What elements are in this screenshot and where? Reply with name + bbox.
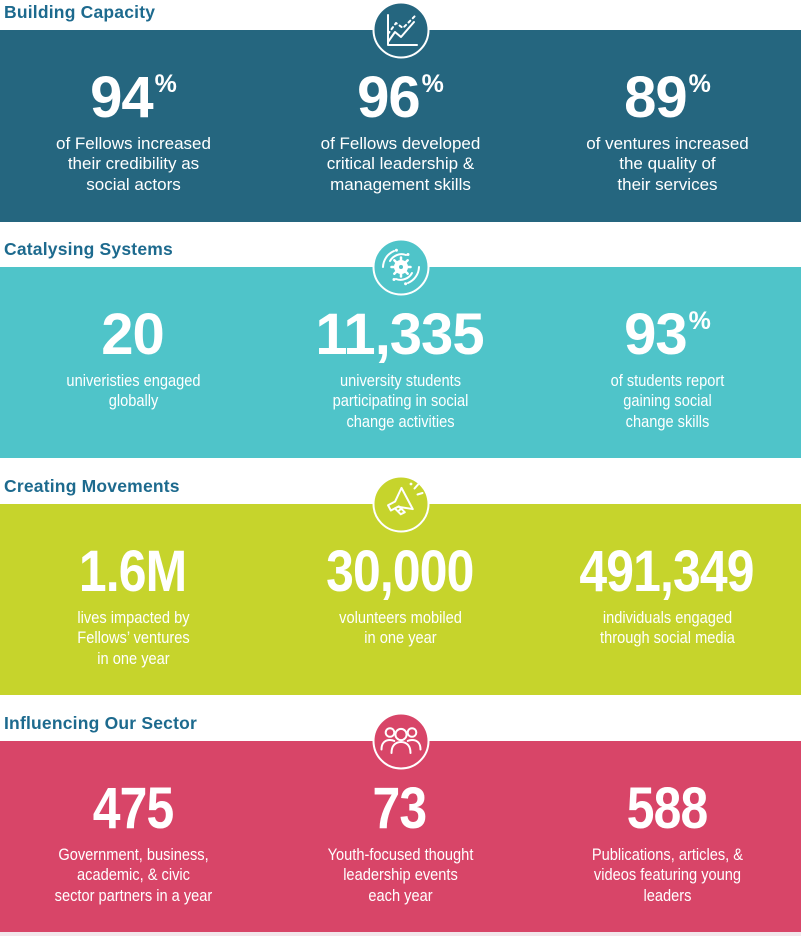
stat-number: 11,335 [315, 302, 484, 367]
stat-value: 20 [0, 306, 267, 364]
stat-suffix: % [688, 307, 711, 335]
stat-number: 96 [357, 65, 421, 130]
people-group-icon [372, 712, 430, 770]
stat-value: 11,335 [267, 306, 534, 364]
line-chart-icon [372, 1, 430, 59]
stat-value: 30,000 [267, 543, 534, 601]
stat-number: 94 [90, 65, 154, 130]
stat: 89% of ventures increased the quality of… [534, 69, 801, 195]
stat-value: 89% [534, 69, 801, 127]
section-catalysing-systems: Catalysing Systems [0, 222, 801, 458]
systems-gear-icon [372, 238, 430, 296]
stat: 73 Youth-focused thought leadership even… [267, 780, 534, 906]
stat-label: of students report gaining social change… [610, 371, 725, 431]
stat-label: of Fellows increased their credibility a… [56, 134, 211, 194]
section-header: Influencing Our Sector [0, 695, 801, 741]
stat-label: volunteers mobiled in one year [339, 608, 462, 648]
stat-label: univeristies engaged globally [66, 371, 201, 411]
stat-value: 491,349 [534, 543, 801, 601]
stat-label: Government, business, academic, & civic … [54, 845, 213, 905]
stat-value: 475 [0, 780, 267, 838]
stat-label: of Fellows developed critical leadership… [320, 134, 481, 194]
stat-number: 73 [372, 776, 428, 841]
section-header: Building Capacity [0, 0, 801, 30]
stat-label: lives impacted by Fellows’ ventures in o… [77, 608, 190, 668]
section-title: Building Capacity [4, 2, 156, 22]
stats-row: 94% of Fellows increased their credibili… [0, 30, 801, 195]
stat: 475 Government, business, academic, & ci… [0, 780, 267, 906]
stat-number: 93 [624, 302, 688, 367]
stats-row: 1.6M lives impacted by Fellows’ ventures… [0, 504, 801, 669]
section-title: Catalysing Systems [4, 239, 173, 259]
stat-label: university students participating in soc… [332, 371, 469, 431]
stat-value: 93% [534, 306, 801, 364]
footer-strip [0, 932, 801, 936]
stat: 96% of Fellows developed critical leader… [267, 69, 534, 195]
stat-value: 73 [267, 780, 534, 838]
stat-label: individuals engaged through social media [599, 608, 735, 648]
stat-number: 20 [101, 302, 165, 367]
stat: 93% of students report gaining social ch… [534, 306, 801, 432]
section-title: Influencing Our Sector [4, 713, 198, 733]
section-band: 94% of Fellows increased their credibili… [0, 1, 801, 222]
stat: 11,335 university students participating… [267, 306, 534, 432]
stat-value: 1.6M [0, 543, 267, 601]
stat-suffix: % [154, 70, 177, 98]
stat: 20 univeristies engaged globally [0, 306, 267, 432]
stat: 588 Publications, articles, & videos fea… [534, 780, 801, 906]
stat-value: 588 [534, 780, 801, 838]
stats-row: 20 univeristies engaged globally 11,335 … [0, 267, 801, 432]
stat-number: 588 [626, 776, 708, 841]
stat-number: 475 [92, 776, 174, 841]
stats-row: 475 Government, business, academic, & ci… [0, 741, 801, 906]
section-title: Creating Movements [4, 476, 180, 496]
section-band: 1.6M lives impacted by Fellows’ ventures… [0, 475, 801, 695]
section-band: 475 Government, business, academic, & ci… [0, 712, 801, 932]
megaphone-icon [372, 475, 430, 533]
stat: 94% of Fellows increased their credibili… [0, 69, 267, 195]
stat: 30,000 volunteers mobiled in one year [267, 543, 534, 669]
stat-suffix: % [421, 70, 444, 98]
stat-label: of ventures increased the quality of the… [586, 134, 749, 194]
stat-suffix: % [688, 70, 711, 98]
stat: 1.6M lives impacted by Fellows’ ventures… [0, 543, 267, 669]
stat-label: Youth-focused thought leadership events … [327, 845, 474, 905]
section-influencing-our-sector: Influencing Our Sector [0, 695, 801, 932]
section-building-capacity: Building Capacity 94% of Fellows increas… [0, 0, 801, 222]
section-creating-movements: Creating Movements [0, 458, 801, 695]
section-header: Creating Movements [0, 458, 801, 504]
stat: 491,349 individuals engaged through soci… [534, 543, 801, 669]
section-header: Catalysing Systems [0, 222, 801, 267]
stat-number: 30,000 [325, 539, 474, 604]
stat-number: 491,349 [579, 539, 754, 604]
stat-label: Publications, articles, & videos featuri… [591, 845, 744, 905]
stat-number: 89 [624, 65, 688, 130]
stat-number: 1.6M [78, 539, 187, 604]
section-band: 20 univeristies engaged globally 11,335 … [0, 238, 801, 458]
stat-value: 96% [267, 69, 534, 127]
stat-value: 94% [0, 69, 267, 127]
